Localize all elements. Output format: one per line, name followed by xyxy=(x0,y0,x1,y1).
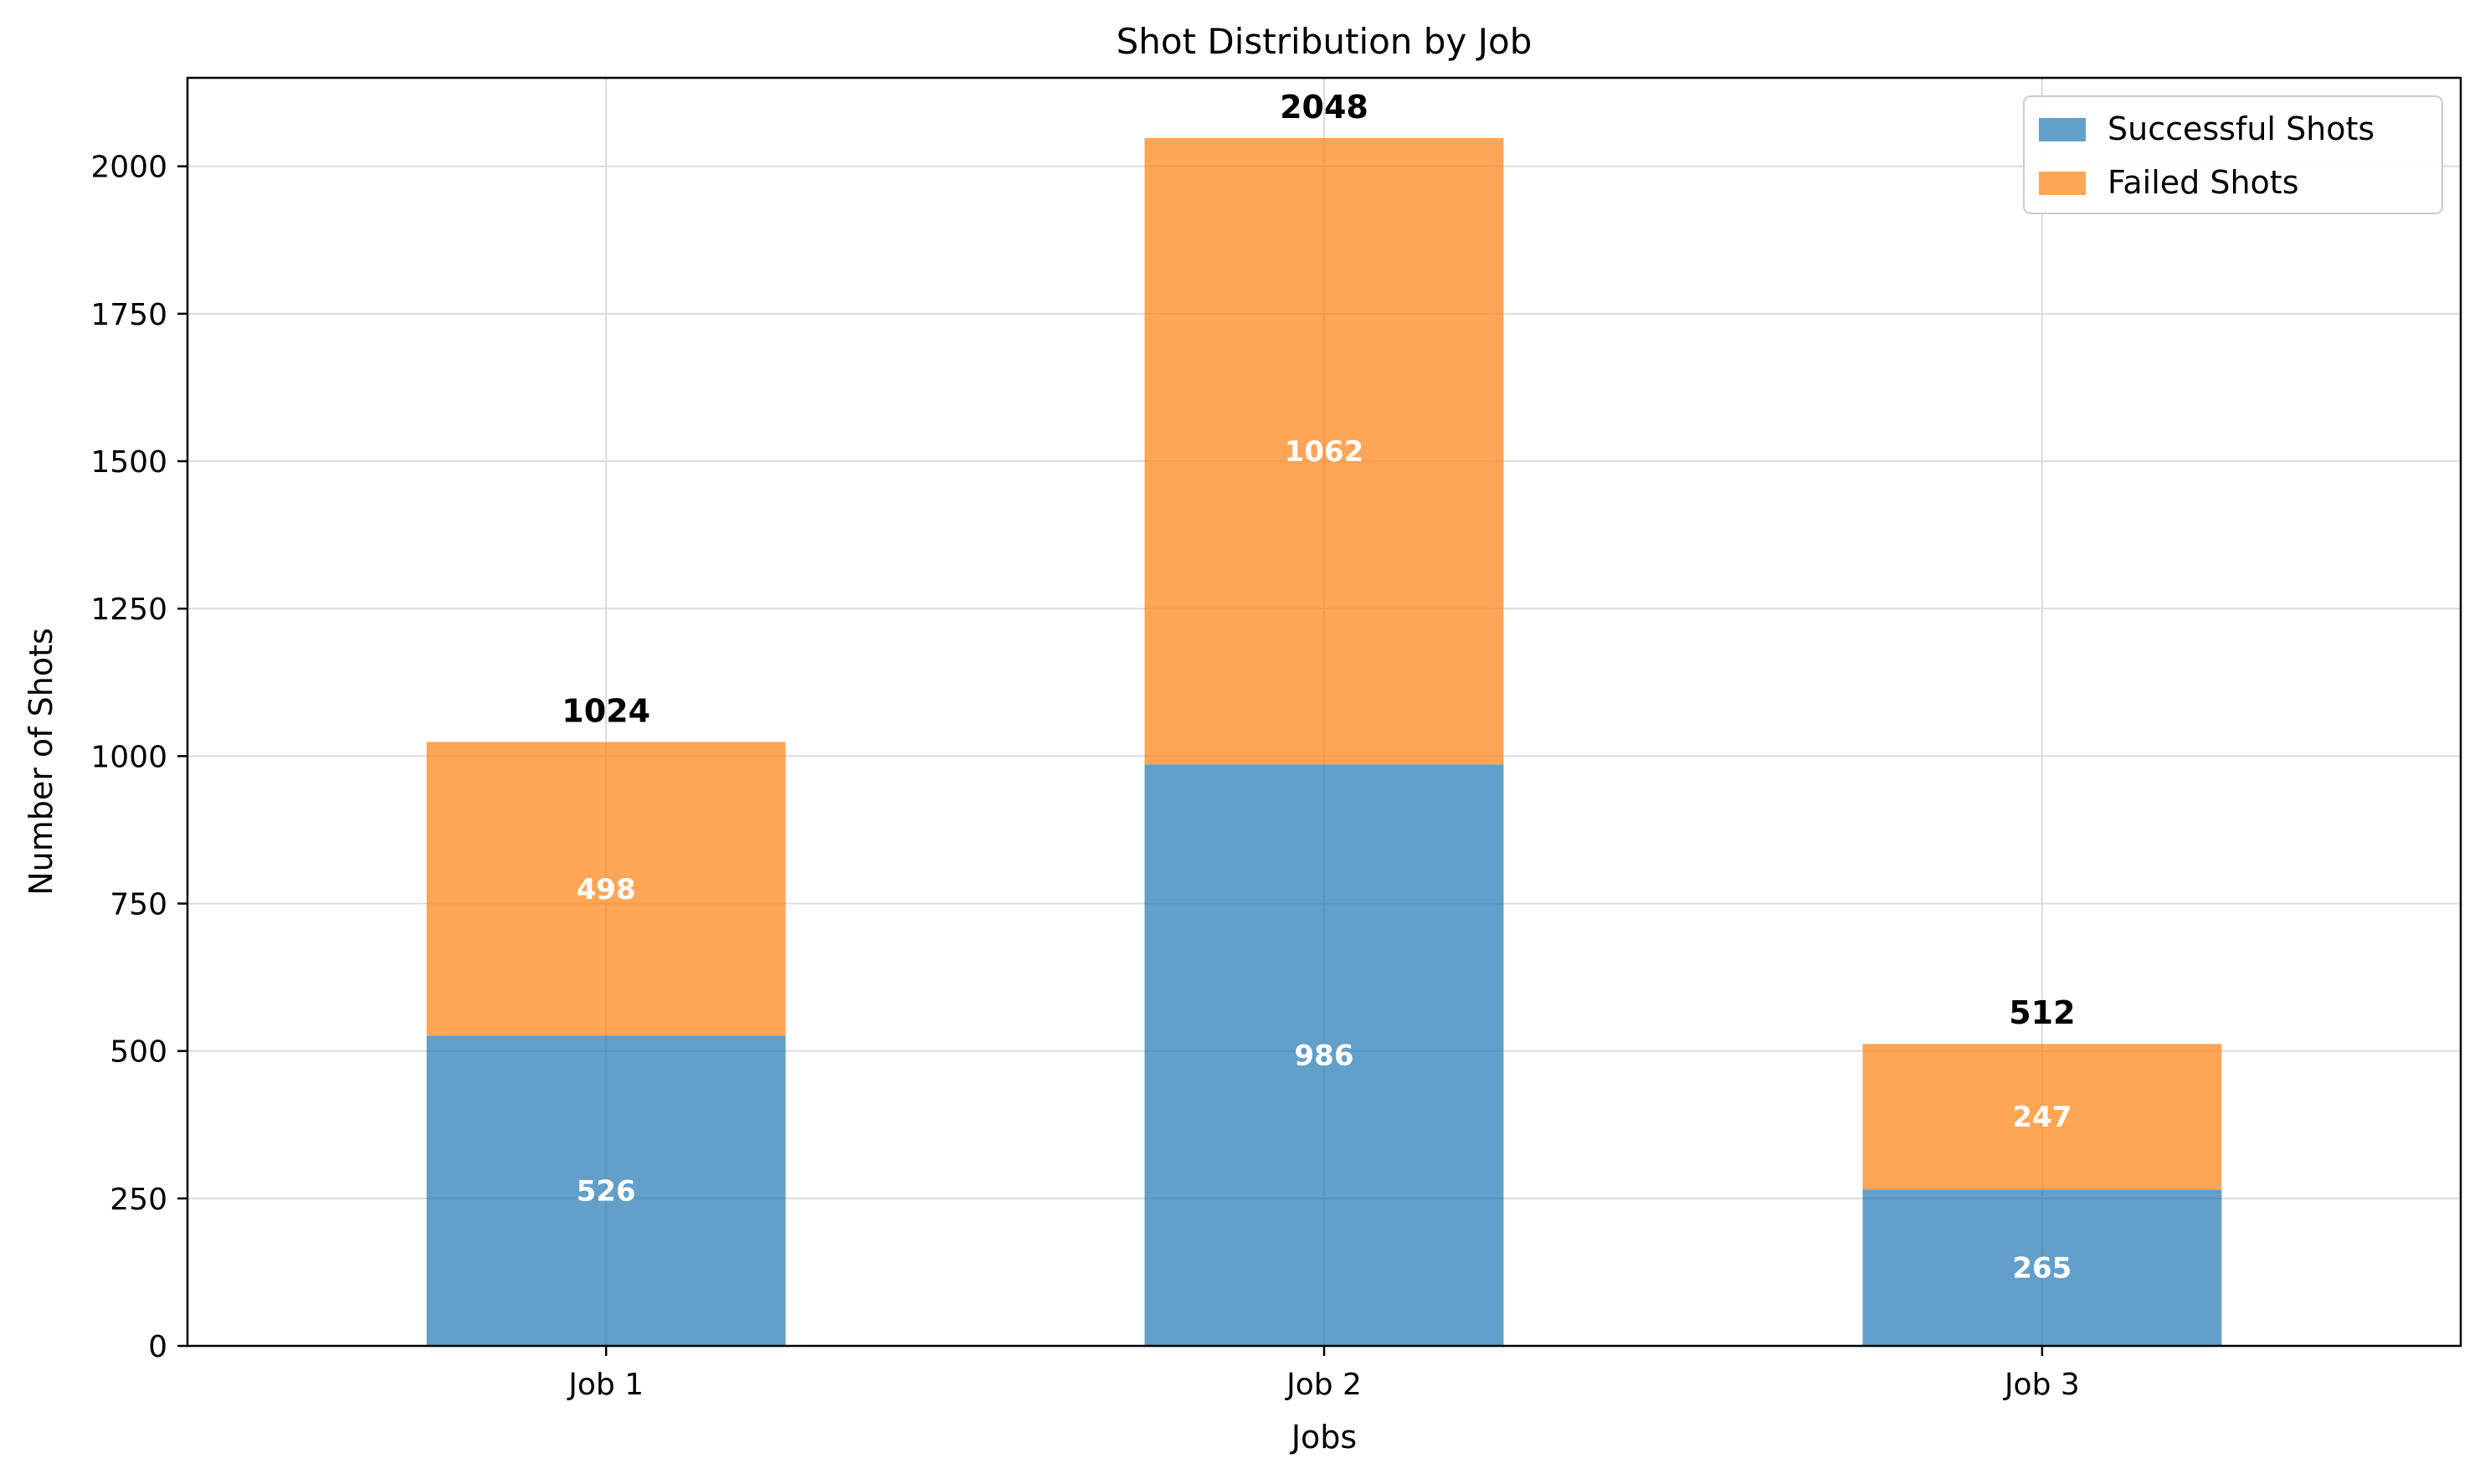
bar-value-label: 265 xyxy=(2012,1252,2072,1286)
x-tick-label: Job 1 xyxy=(567,1368,644,1402)
bar-failed-shots xyxy=(1144,137,1504,765)
bar-failed-shots xyxy=(426,742,786,1036)
y-tick-label: 1500 xyxy=(90,445,167,480)
y-tick-label: 2000 xyxy=(90,151,167,185)
x-tick-label: Job 3 xyxy=(2003,1368,2080,1402)
chart-title: Shot Distribution by Job xyxy=(1117,21,1533,62)
bar-value-label: 498 xyxy=(577,873,636,906)
bar-successful-shots xyxy=(426,1035,786,1346)
legend-box xyxy=(2023,95,2443,214)
y-tick-label: 750 xyxy=(110,888,167,922)
y-axis-label: Number of Shots xyxy=(23,628,59,896)
y-tick-label: 1000 xyxy=(90,740,167,774)
y-tick-label: 500 xyxy=(110,1035,167,1070)
bar-value-label: 526 xyxy=(577,1175,636,1209)
legend-swatch xyxy=(2039,118,2086,141)
legend-entry-label: Failed Shots xyxy=(2108,164,2299,201)
legend-entry-label: Successful Shots xyxy=(2108,110,2375,147)
bar-total-label: 512 xyxy=(2009,994,2075,1031)
y-tick-label: 1750 xyxy=(90,298,167,332)
bar-failed-shots xyxy=(1862,1044,2222,1190)
x-axis-label: Jobs xyxy=(1290,1419,1357,1456)
y-tick-label: 0 xyxy=(148,1330,167,1364)
bar-successful-shots xyxy=(1144,764,1504,1346)
bar-value-label: 247 xyxy=(2012,1101,2072,1134)
bar-value-label: 986 xyxy=(1295,1040,1354,1073)
y-tick-label: 1250 xyxy=(90,593,167,627)
bar-total-label: 1024 xyxy=(562,692,650,729)
bar-total-label: 2048 xyxy=(1280,89,1368,126)
legend: Successful Shots Failed Shots xyxy=(2023,95,2443,214)
y-tick-label: 250 xyxy=(110,1183,167,1217)
x-tick-label: Job 2 xyxy=(1285,1368,1362,1402)
bar-value-label: 1062 xyxy=(1285,435,1364,469)
legend-swatch xyxy=(2039,172,2086,195)
bar-successful-shots xyxy=(1862,1189,2222,1346)
